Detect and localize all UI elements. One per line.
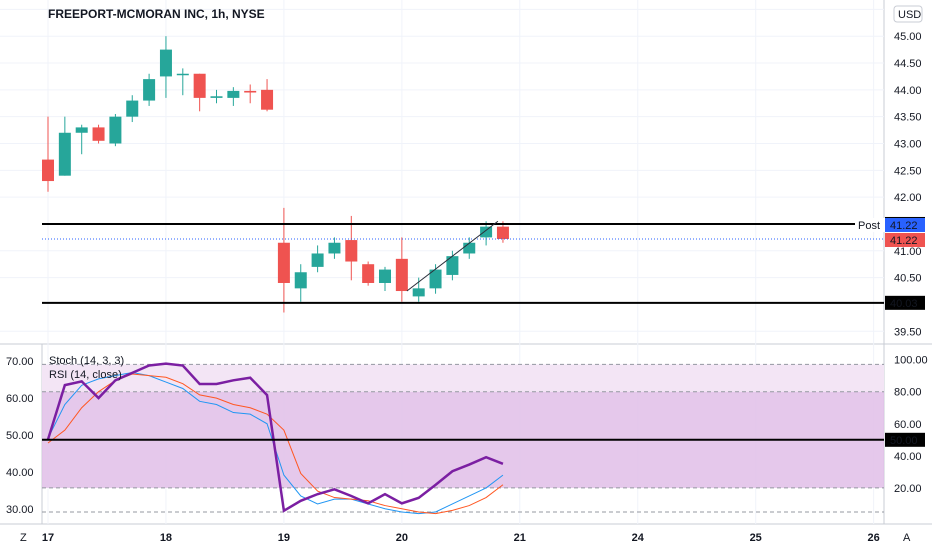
candle-body — [176, 73, 189, 76]
candle-body — [277, 242, 290, 283]
indicator-horizontal-line[interactable]: 50.00 — [42, 432, 925, 447]
post-tag-bg — [855, 217, 885, 232]
time-tick-label: 21 — [514, 532, 526, 544]
candles — [42, 36, 509, 313]
rsi-tick-label: 30.00 — [6, 504, 34, 516]
candle-body — [75, 127, 88, 133]
price-tick-label: 40.50 — [894, 273, 922, 285]
stoch-tick-label: 80.00 — [894, 387, 922, 399]
last-price-tag — [885, 232, 925, 247]
currency-badge — [893, 5, 923, 23]
time-tick-label: 24 — [632, 532, 645, 544]
rsi-legend[interactable]: RSI (14, close) — [49, 369, 122, 381]
price-tick-label: 43.50 — [894, 112, 922, 124]
level-tag-box — [885, 295, 925, 310]
post-price-tag — [885, 217, 925, 232]
trendline-group[interactable] — [406, 220, 499, 292]
candle-body — [92, 127, 105, 141]
post-price-value: 41.22 — [890, 220, 918, 232]
price-tick-label: 45.00 — [894, 31, 922, 43]
time-tick-label: 19 — [278, 532, 290, 544]
rsi-tick-label: 40.00 — [6, 467, 34, 479]
series-rsi — [46, 362, 504, 513]
candle-body — [159, 49, 172, 77]
stoch-tick-label: 100.00 — [894, 355, 928, 367]
candle-body — [429, 269, 442, 289]
time-tick-label: 26 — [868, 532, 880, 544]
rsi-tick-label: 60.00 — [6, 393, 34, 405]
stoch-tick-label: 60.00 — [894, 419, 922, 431]
price-tags: Post 41.22 41.22 — [855, 217, 925, 247]
last-price-value: 41.22 — [890, 235, 918, 247]
candle-body — [412, 288, 425, 297]
chart-title: FREEPORT-MCMORAN INC, 1h, NYSE — [48, 7, 265, 21]
candle-body — [244, 90, 257, 93]
candle-body — [480, 226, 493, 238]
price-tick-label: 42.00 — [894, 192, 922, 204]
candle-body — [143, 79, 156, 101]
indicator-band-dashes — [42, 363, 884, 513]
candle-body — [261, 89, 274, 110]
rsi-tick-label: 50.00 — [6, 430, 34, 442]
candle-body — [227, 90, 240, 98]
candle-body — [328, 242, 341, 254]
level-tag-label: 40.03 — [890, 298, 918, 310]
price-tick-label: 44.00 — [894, 85, 922, 97]
candle-body — [109, 116, 122, 144]
zoom-icon[interactable]: Z — [20, 532, 27, 544]
time-tick-label: 25 — [750, 532, 762, 544]
indicator-50-label: 50.00 — [890, 435, 918, 447]
indicator-50-tag — [885, 432, 925, 447]
candle-body — [210, 96, 223, 98]
time-tick-label: 17 — [42, 532, 54, 544]
time-tick-label: 18 — [160, 532, 172, 544]
price-tick-label: 41.00 — [894, 246, 922, 258]
stoch-legend[interactable]: Stoch (14, 3, 3) — [49, 355, 124, 367]
price-tick-label: 44.50 — [894, 58, 922, 70]
indicator-right-axis: 100.00 80.00 60.00 40.00 20.00 — [894, 355, 928, 495]
candle-body — [496, 226, 509, 239]
stoch-band-light — [42, 364, 884, 392]
price-tick-label: 43.00 — [894, 138, 922, 150]
candle-body — [193, 73, 206, 98]
time-axis[interactable]: 17 18 19 20 21 24 25 26 — [42, 532, 880, 544]
price-tick-label: 42.50 — [894, 165, 922, 177]
currency-label: USD — [898, 9, 921, 21]
candle-body — [42, 159, 54, 182]
candle-body — [395, 258, 408, 292]
indicator-series — [46, 362, 504, 515]
price-tick-label: 39.50 — [894, 326, 922, 338]
candle-body — [362, 264, 375, 283]
rsi-tick-label: 70.00 — [6, 356, 34, 368]
indicator-left-axis: 70.00 60.00 50.00 40.00 30.00 — [6, 356, 34, 516]
price-axis[interactable]: 45.5045.0044.5044.0043.5043.0042.5042.00… — [893, 4, 923, 338]
candle-body — [126, 100, 139, 117]
candle-body — [379, 269, 391, 283]
stoch-tick-label: 20.00 — [894, 483, 922, 495]
candle-body — [463, 242, 476, 254]
candle-body — [345, 240, 358, 262]
trendline — [406, 220, 499, 292]
candle-body — [294, 272, 307, 289]
stoch-tick-label: 40.00 — [894, 451, 922, 463]
post-tag-prefix: Post — [858, 220, 880, 232]
time-tick-label: 20 — [396, 532, 408, 544]
candle-body — [311, 253, 324, 267]
candle-body — [58, 132, 71, 176]
auto-scale-icon[interactable]: A — [903, 532, 911, 544]
candle-body — [446, 256, 459, 275]
